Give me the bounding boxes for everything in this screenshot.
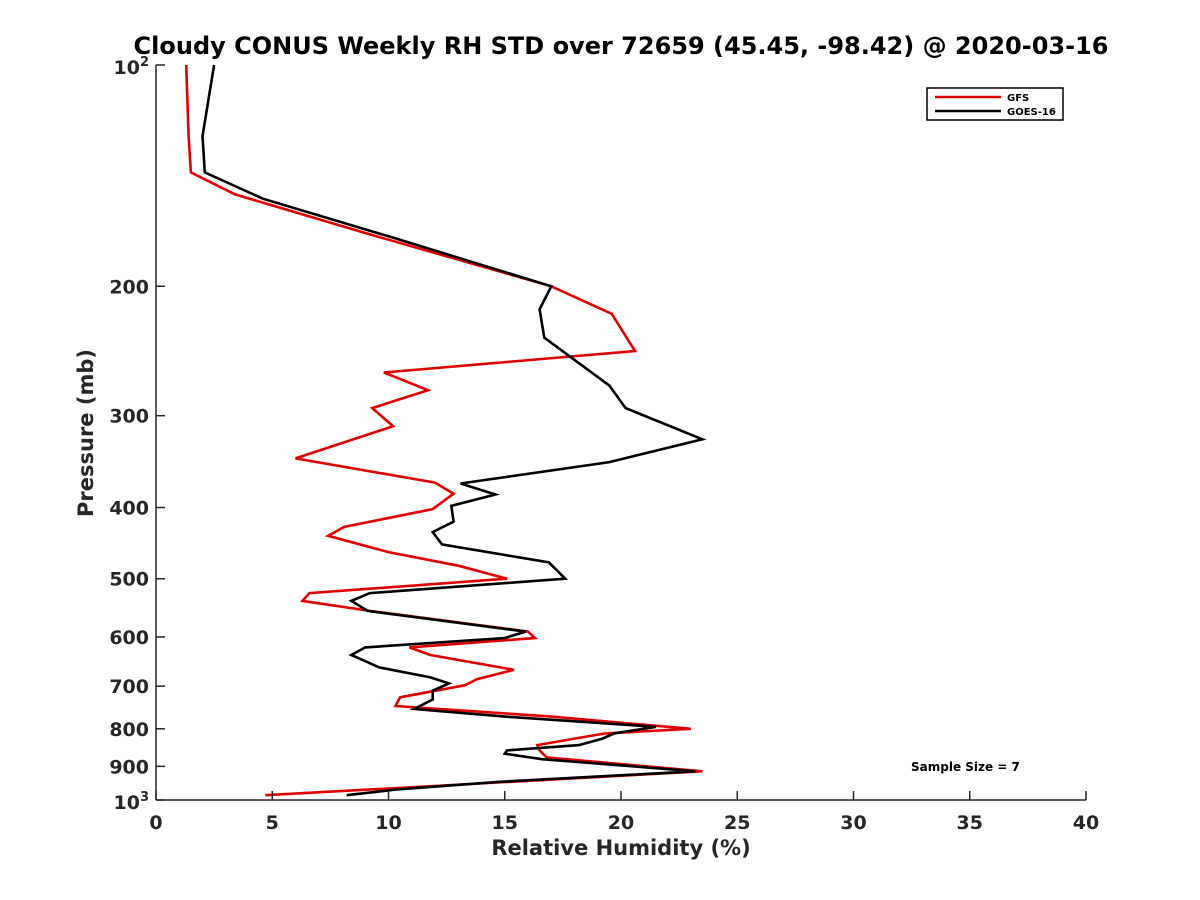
legend: GFS GOES-16	[926, 87, 1064, 121]
y-tick-label: 103	[114, 790, 150, 814]
legend-label-gfs: GFS	[1007, 93, 1029, 104]
x-tick-label: 25	[724, 812, 750, 834]
x-tick-label: 30	[840, 812, 866, 834]
x-tick-label: 10	[375, 812, 401, 834]
legend-box	[926, 87, 1064, 121]
y-tick-label: 600	[109, 627, 149, 649]
x-axis-label: Relative Humidity (%)	[491, 836, 750, 860]
legend-label-goes16: GOES-16	[1007, 107, 1056, 118]
x-tick-label: 20	[608, 812, 634, 834]
x-tick-label: 5	[266, 812, 279, 834]
x-tick-label: 35	[957, 812, 983, 834]
series-line-goes16	[201, 64, 707, 797]
y-tick-base: 10	[114, 792, 140, 814]
y-tick-base: 10	[114, 57, 140, 79]
chart-title: Cloudy CONUS Weekly RH STD over 72659 (4…	[134, 32, 1109, 60]
y-tick-exponent: 2	[140, 55, 149, 70]
y-tick-label: 900	[109, 756, 149, 778]
series-line-gfs	[184, 64, 703, 797]
plot-area	[184, 64, 707, 797]
x-tick-label: 40	[1073, 812, 1099, 834]
x-tick-label: 15	[492, 812, 518, 834]
y-tick-exponent: 3	[140, 790, 149, 805]
y-tick-label: 300	[109, 406, 149, 428]
y-tick-label: 200	[109, 276, 149, 298]
y-tick-label: 102	[114, 55, 150, 79]
y-tick-label: 800	[109, 719, 149, 741]
y-tick-label: 700	[109, 676, 149, 698]
y-tick-label: 400	[109, 498, 149, 520]
y-tick-label: 500	[109, 569, 149, 591]
x-axis: 0 5 10 15 20 25 30 35 40	[149, 791, 1099, 834]
sample-size-annotation: Sample Size = 7	[911, 760, 1020, 774]
y-axis-label: Pressure (mb)	[74, 349, 98, 517]
x-tick-label: 0	[149, 812, 162, 834]
